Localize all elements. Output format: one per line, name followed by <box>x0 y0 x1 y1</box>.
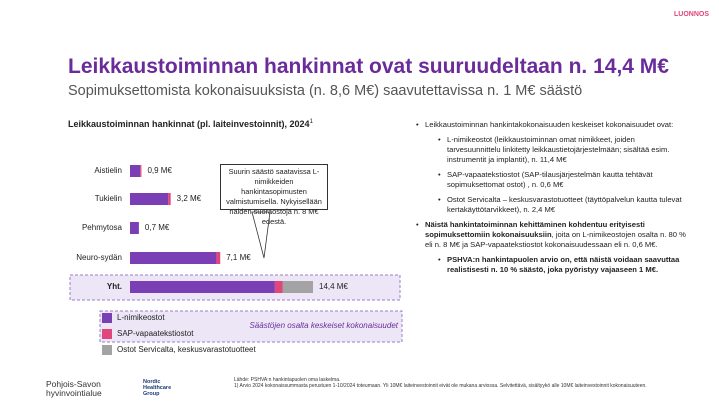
category-label: Aistielin <box>94 166 122 175</box>
total-label: 7,1 M€ <box>226 253 251 262</box>
bullet: Leikkaustoiminnan hankintakokonaisuuden … <box>416 120 690 130</box>
callout: Suurin säästö saatavissa L-nimikkeiden h… <box>220 164 328 226</box>
annotation-box <box>99 310 403 343</box>
bullet-text: Ostot Servicalta – keskusvarastotuotteet… <box>447 195 682 214</box>
bar-segment <box>140 165 142 177</box>
category-label: Neuro-sydän <box>76 253 122 262</box>
bullet-text: SAP-vapaatekstiostot (SAP-tilausjärjeste… <box>447 170 653 189</box>
legend-swatch <box>102 345 112 355</box>
bar-segment <box>130 165 141 177</box>
bullet: PSHVA:n hankintapuolen arvio on, että nä… <box>438 255 690 275</box>
subtitle: Sopimuksettomista kokonaisuuksista (n. 8… <box>68 83 583 99</box>
bar-segment <box>130 222 139 234</box>
category-label: Yht. <box>107 282 122 291</box>
annotation: Säästöjen osalta keskeiset kokonaisuudet <box>249 321 398 330</box>
legend-label: L-nimikeostot <box>117 313 165 322</box>
title: Leikkaustoiminnan hankinnat ovat suuruud… <box>68 55 669 78</box>
bullet-text: , joita on L-nimikeostojen osalta n. 80 … <box>425 230 686 249</box>
chart-title-note: 1 <box>309 119 313 125</box>
source: Lähde: PSHVA:n hankintapuolen oma laskel… <box>234 377 341 383</box>
bullet-text: L-nimikeostot (leikkaustoiminnan omat ni… <box>447 135 670 164</box>
total-label: 14,4 M€ <box>319 282 348 291</box>
legend-swatch <box>102 313 112 323</box>
bar-segment <box>282 281 313 293</box>
category-label: Tukielin <box>95 194 122 203</box>
bar-segment <box>130 193 169 205</box>
bar-segment <box>130 281 275 293</box>
bullet: Näistä hankintatoiminnan kehittäminen ko… <box>416 220 690 250</box>
bullet-bold: Näistä hankintatoiminnan kehittäminen ko… <box>425 220 645 239</box>
bullet: SAP-vapaatekstiostot (SAP-tilausjärjeste… <box>438 170 690 190</box>
legend-label: SAP-vapaatekstiostot <box>117 329 194 338</box>
bar-segment <box>168 193 171 205</box>
bullet: Ostot Servicalta – keskusvarastotuotteet… <box>438 195 690 215</box>
legend-label: Ostot Servicalta, keskusvarastotuotteet <box>117 345 257 354</box>
partner-logo: Nordic Healthcare Group <box>143 379 172 397</box>
bullet: L-nimikeostot (leikkaustoiminnan omat ni… <box>438 135 690 165</box>
bullet-list: Leikkaustoiminnan hankintakokonaisuuden … <box>416 120 690 280</box>
footer-notes: Lähde: PSHVA:n hankintapuolen oma laskel… <box>234 377 674 389</box>
bullet-bold: PSHVA:n hankintapuolen arvio on, että nä… <box>447 255 680 274</box>
bar-segment <box>216 252 221 264</box>
badge: LUONNOS <box>674 11 709 18</box>
bar-segment <box>130 252 217 264</box>
legend-swatch <box>102 329 112 339</box>
note: 1) Arvio 2024 kokonaissummasta perustuen… <box>234 383 647 389</box>
bar-segment <box>274 281 283 293</box>
total-label: 0,7 M€ <box>145 223 170 232</box>
total-label: 3,2 M€ <box>177 194 202 203</box>
category-label: Pehmytosa <box>82 223 123 232</box>
bullet-text: Leikkaustoiminnan hankintakokonaisuuden … <box>425 120 674 129</box>
total-label: 0,9 M€ <box>147 166 172 175</box>
chart-title-text: Leikkaustoiminnan hankinnat (pl. laitein… <box>68 119 310 129</box>
chart-title: Leikkaustoiminnan hankinnat (pl. laitein… <box>68 119 313 129</box>
callout-pointer <box>251 211 271 259</box>
org-logo: Pohjois-Savon hyvinvointialue <box>46 379 102 398</box>
